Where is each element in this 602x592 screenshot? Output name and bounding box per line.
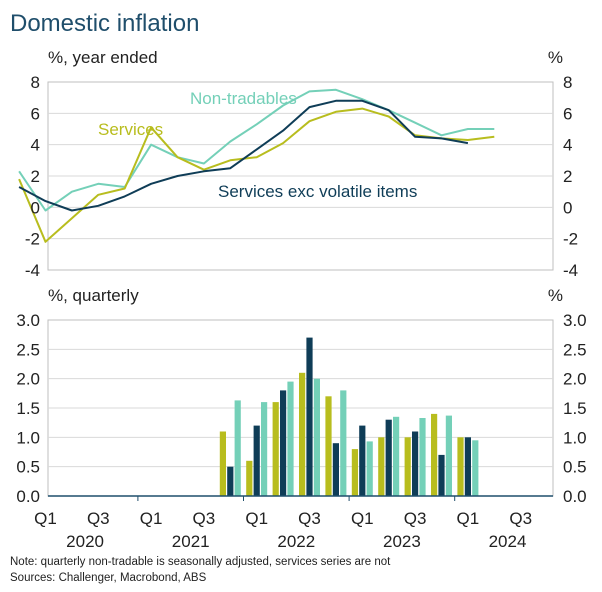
bar-services-exc <box>464 437 471 496</box>
sources-text: Sources: Challenger, Macrobond, ABS <box>10 572 207 584</box>
x-tick-year-label: 2020 <box>66 532 104 551</box>
top-right-tick-label: 8 <box>563 73 572 92</box>
bar-services-exc <box>280 390 287 496</box>
x-tick-quarter-label: Q1 <box>34 509 57 528</box>
top-right-tick-label: -2 <box>563 230 578 249</box>
top-left-unit: %, year ended <box>48 48 158 67</box>
bottom-left-tick-label: 0.0 <box>16 487 40 506</box>
bottom-left-unit: %, quarterly <box>48 286 139 305</box>
bar-non-tradables <box>393 416 400 496</box>
bottom-left-tick-label: 1.0 <box>16 428 40 447</box>
x-tick-quarter-label: Q3 <box>193 509 216 528</box>
top-left-tick-label: -2 <box>25 230 40 249</box>
bottom-right-tick-label: 2.5 <box>563 340 587 359</box>
line-non-tradables <box>18 88 495 212</box>
x-tick-quarter-label: Q1 <box>351 509 374 528</box>
bar-services-exc <box>253 425 260 496</box>
top-left-tick-label: 2 <box>31 167 40 186</box>
bar-services <box>431 413 438 496</box>
bar-services <box>246 460 253 496</box>
bottom-right-tick-label: 0.0 <box>563 487 587 506</box>
line-services-exc <box>18 99 469 212</box>
bar-services-exc <box>332 443 339 496</box>
x-tick-year-label: 2023 <box>383 532 421 551</box>
x-tick-quarter-label: Q3 <box>404 509 427 528</box>
bottom-left-tick-label: 0.5 <box>16 458 40 477</box>
bar-non-tradables <box>287 381 294 496</box>
bar-services <box>325 396 332 496</box>
bottom-left-tick-label: 1.5 <box>16 399 40 418</box>
x-tick-quarter-label: Q1 <box>457 509 480 528</box>
bar-services-exc <box>412 431 419 496</box>
x-tick-year-label: 2024 <box>489 532 527 551</box>
bar-services <box>404 437 411 496</box>
bar-non-tradables <box>261 402 268 496</box>
top-right-tick-label: 4 <box>563 136 572 155</box>
bar-services-exc <box>385 419 392 496</box>
chart-title: Domestic inflation <box>10 10 200 37</box>
line-services <box>18 107 495 243</box>
top-left-tick-label: 0 <box>31 198 40 217</box>
bar-services-exc <box>306 337 313 496</box>
top-right-tick-label: 6 <box>563 104 572 123</box>
bar-services <box>219 431 226 496</box>
bar-services <box>272 402 279 496</box>
top-right-unit: % <box>548 48 563 67</box>
top-left-tick-label: 4 <box>31 136 40 155</box>
x-tick-quarter-label: Q3 <box>87 509 110 528</box>
x-tick-quarter-label: Q3 <box>509 509 532 528</box>
top-left-tick-label: 8 <box>31 73 40 92</box>
x-tick-quarter-label: Q1 <box>140 509 163 528</box>
domestic-inflation-chart: %, year ended % %, quarterly % -4 -4 -2 -2 0… <box>16 48 587 551</box>
x-tick-year-label: 2021 <box>172 532 210 551</box>
bar-non-tradables <box>340 390 347 496</box>
bottom-right-tick-label: 1.5 <box>563 399 587 418</box>
bar-services <box>378 437 385 496</box>
bar-non-tradables <box>366 441 373 496</box>
bar-non-tradables <box>472 440 479 496</box>
bottom-left-tick-label: 2.0 <box>16 370 40 389</box>
bar-non-tradables <box>313 378 320 496</box>
note-text: Note: quarterly non-tradable is seasonal… <box>10 556 391 568</box>
top-left-tick-label: -4 <box>25 261 40 280</box>
bottom-right-tick-label: 3.0 <box>563 311 587 330</box>
bar-services-exc <box>438 454 445 496</box>
top-left-tick-label: 6 <box>31 104 40 123</box>
x-tick-quarter-label: Q1 <box>245 509 268 528</box>
bar-non-tradables <box>445 415 452 496</box>
x-tick-year-label: 2022 <box>277 532 315 551</box>
bottom-right-unit: % <box>548 286 563 305</box>
bar-non-tradables <box>234 400 241 496</box>
bar-services-exc <box>227 466 234 496</box>
bottom-right-tick-label: 0.5 <box>563 458 587 477</box>
label-services: Services <box>98 120 163 139</box>
bottom-right-tick-label: 2.0 <box>563 370 587 389</box>
bar-services <box>351 449 358 496</box>
bar-services <box>299 372 306 496</box>
top-right-tick-label: 0 <box>563 198 572 217</box>
bar-services <box>457 437 464 496</box>
bottom-left-tick-label: 2.5 <box>16 340 40 359</box>
x-tick-quarter-label: Q3 <box>298 509 321 528</box>
bottom-right-tick-label: 1.0 <box>563 428 587 447</box>
label-services-exc: Services exc volatile items <box>218 182 417 201</box>
label-non-tradables: Non-tradables <box>190 89 297 108</box>
top-right-tick-label: 2 <box>563 167 572 186</box>
top-right-tick-label: -4 <box>563 261 578 280</box>
bar-services-exc <box>359 425 366 496</box>
bottom-left-tick-label: 3.0 <box>16 311 40 330</box>
bar-non-tradables <box>419 418 426 496</box>
